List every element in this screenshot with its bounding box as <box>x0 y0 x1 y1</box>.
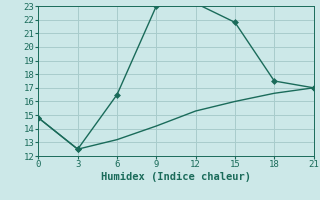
X-axis label: Humidex (Indice chaleur): Humidex (Indice chaleur) <box>101 172 251 182</box>
